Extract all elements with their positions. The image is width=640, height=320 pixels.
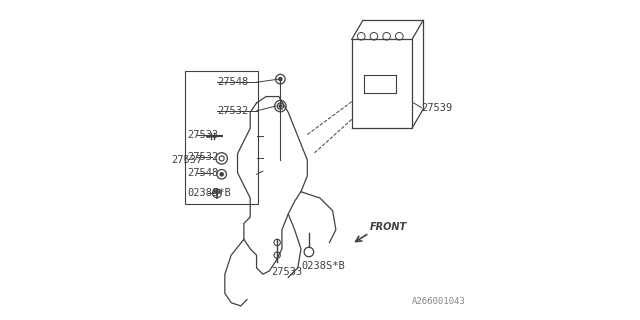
Circle shape xyxy=(279,105,282,107)
Text: A266001043: A266001043 xyxy=(412,297,466,306)
Bar xyxy=(185,71,258,204)
Circle shape xyxy=(279,77,282,81)
Text: 27539: 27539 xyxy=(422,103,452,113)
Text: FRONT: FRONT xyxy=(370,222,407,232)
Text: 27548: 27548 xyxy=(188,168,219,178)
Text: 0238S*B: 0238S*B xyxy=(301,261,345,271)
Text: 27548: 27548 xyxy=(217,77,248,87)
Text: 0238S*B: 0238S*B xyxy=(188,188,231,198)
Text: 27532: 27532 xyxy=(188,152,219,162)
Text: 27533: 27533 xyxy=(271,267,302,277)
Circle shape xyxy=(220,173,223,176)
Text: 27533: 27533 xyxy=(188,130,219,140)
Text: 27537: 27537 xyxy=(171,155,202,165)
Text: 27532: 27532 xyxy=(217,106,248,116)
